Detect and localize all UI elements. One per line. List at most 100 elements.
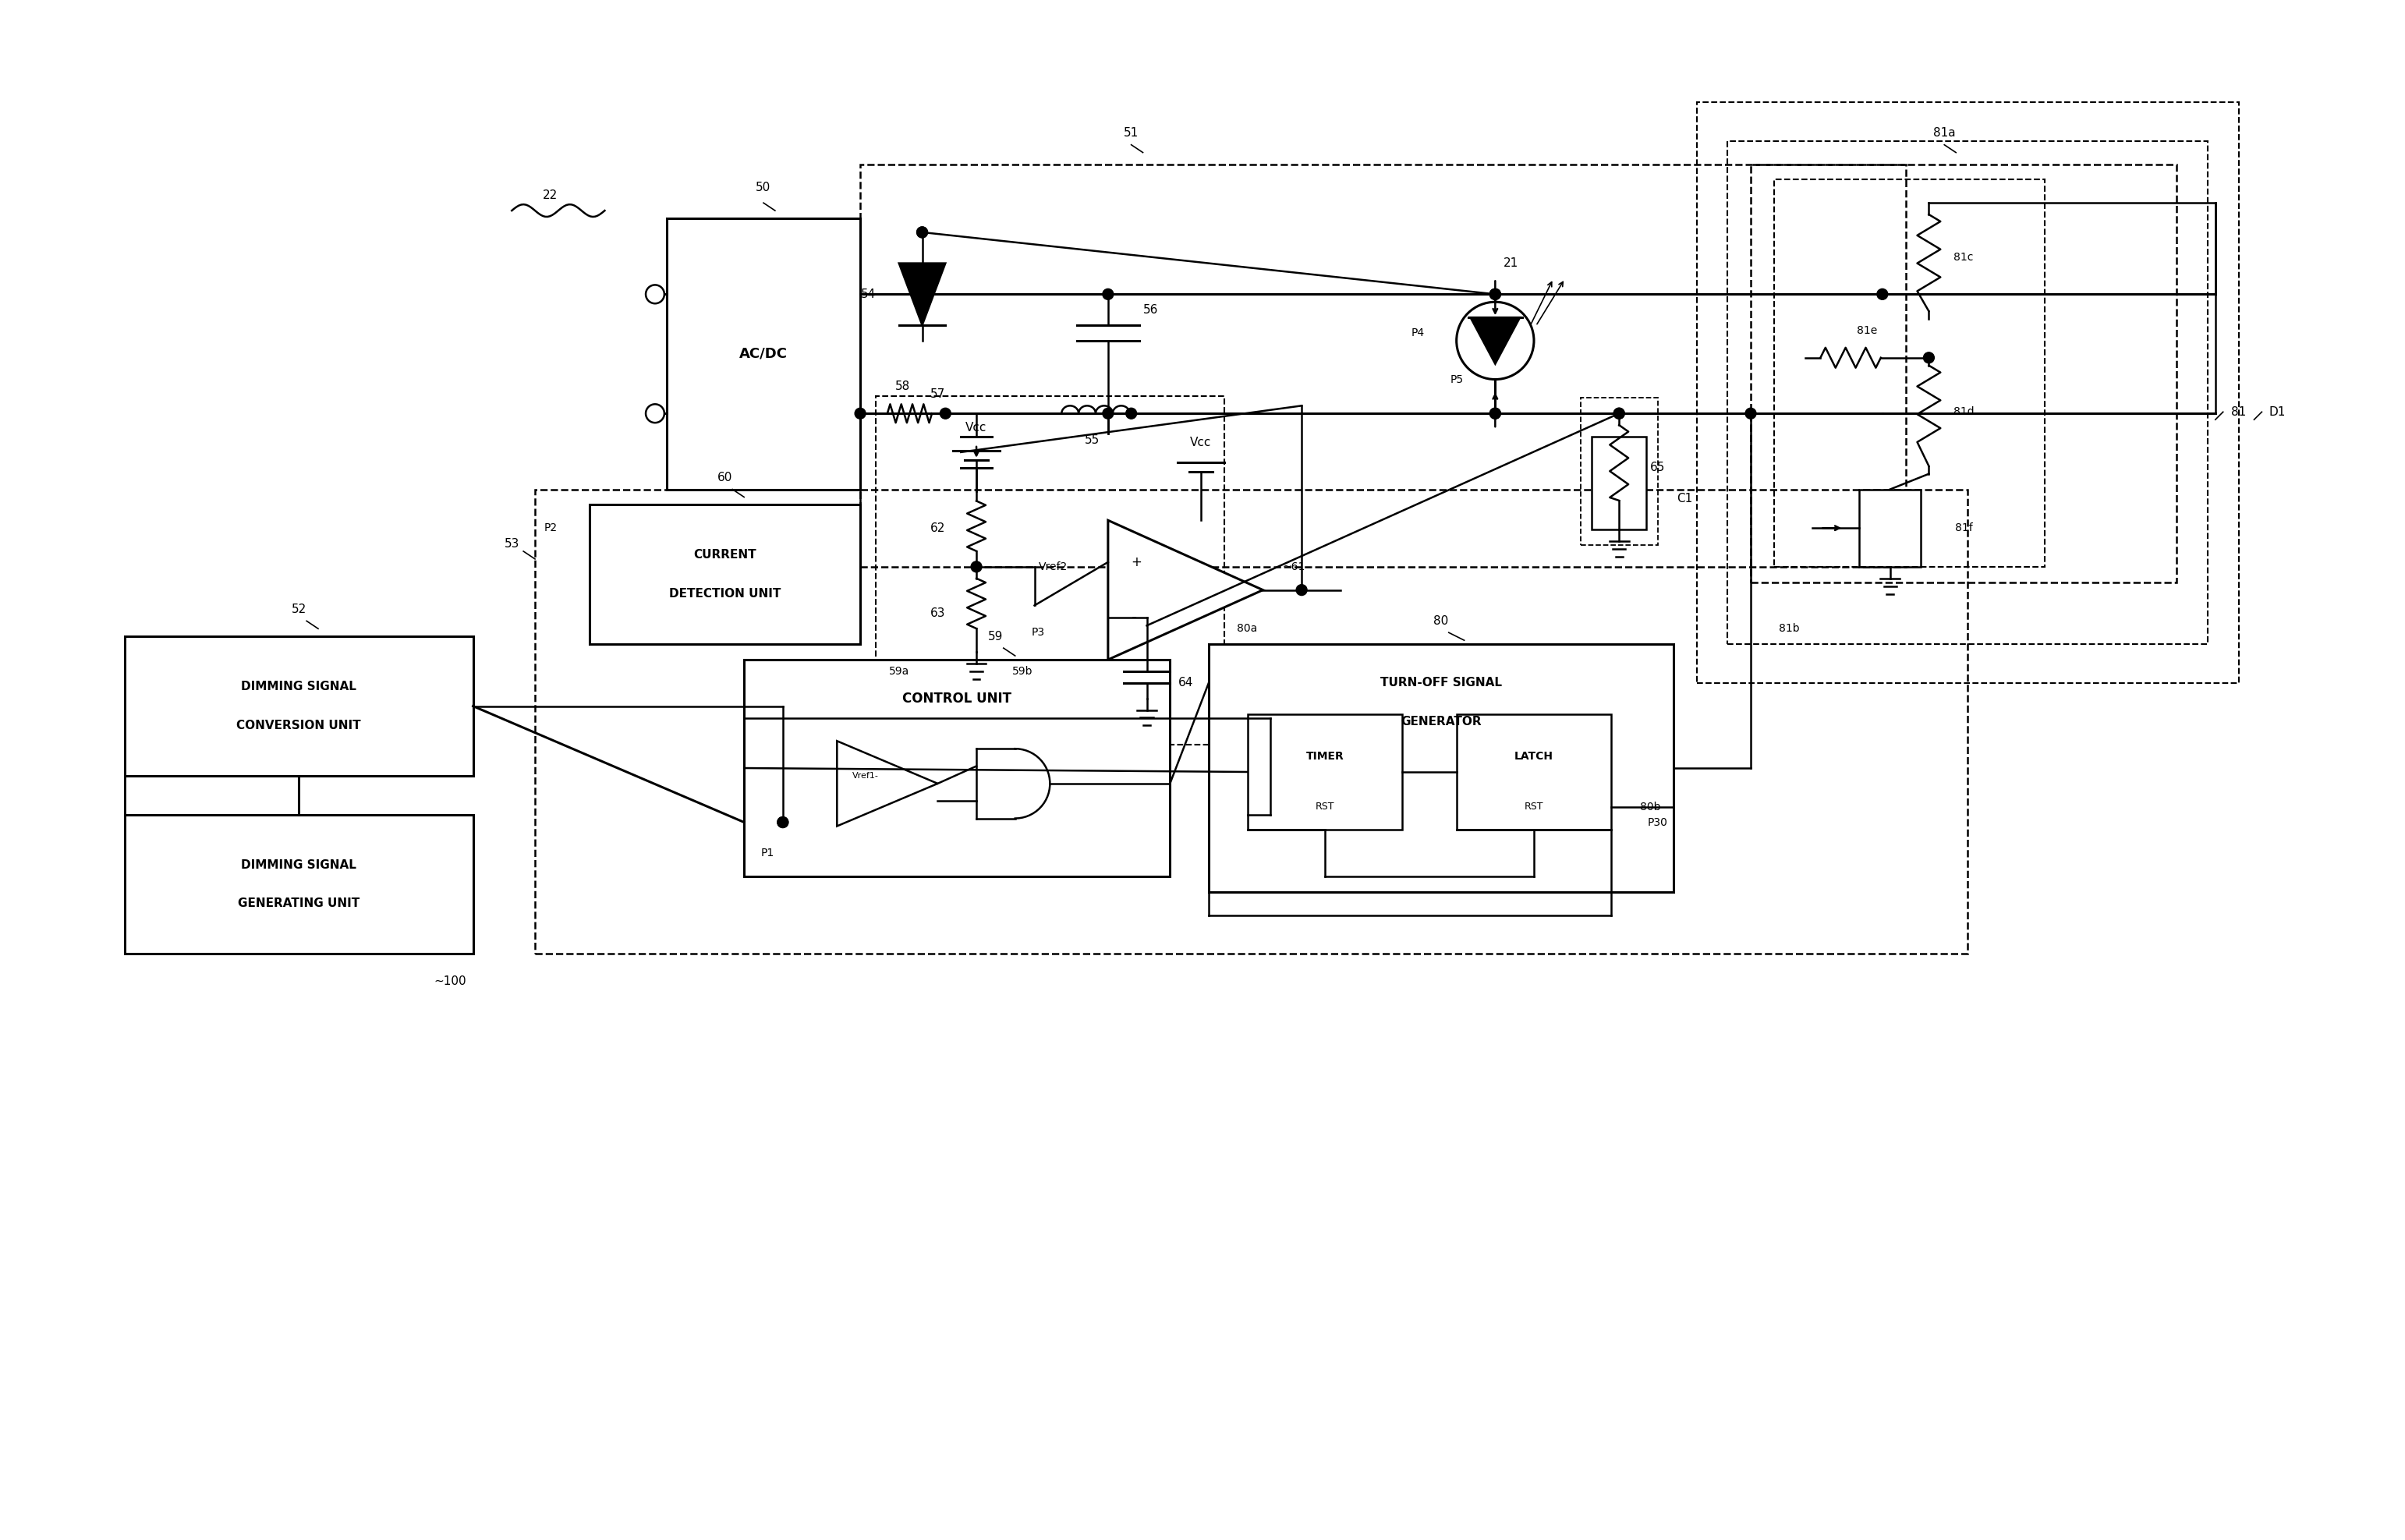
Text: 64: 64 <box>1178 678 1193 688</box>
Circle shape <box>1296 585 1306 596</box>
Text: CURRENT: CURRENT <box>693 550 755 561</box>
Text: P4: P4 <box>1412 328 1424 339</box>
Text: 55: 55 <box>1085 434 1099 447</box>
Text: 56: 56 <box>1142 303 1159 316</box>
Bar <box>743 659 1169 876</box>
Text: 81c: 81c <box>1953 251 1975 262</box>
Text: 60: 60 <box>717 471 731 484</box>
Circle shape <box>1489 408 1501 419</box>
Text: 50: 50 <box>755 182 772 192</box>
Text: 22: 22 <box>544 189 558 200</box>
Bar <box>125 636 474 776</box>
Text: P2: P2 <box>544 522 558 533</box>
Polygon shape <box>837 741 938 825</box>
Circle shape <box>1101 290 1114 300</box>
Text: P5: P5 <box>1450 374 1462 385</box>
Bar <box>1727 142 2208 644</box>
Text: 59b: 59b <box>1013 665 1034 676</box>
Text: 59: 59 <box>988 630 1003 642</box>
Text: 81: 81 <box>2232 407 2246 417</box>
Text: AC/DC: AC/DC <box>738 346 786 360</box>
Circle shape <box>1614 408 1623 419</box>
Text: P3: P3 <box>1032 627 1046 638</box>
Bar <box>666 219 861 490</box>
Bar <box>1859 490 1922 567</box>
Text: DIMMING SIGNAL: DIMMING SIGNAL <box>241 681 356 693</box>
Bar <box>1751 165 2177 582</box>
Text: +: + <box>1130 554 1142 570</box>
Circle shape <box>1489 408 1501 419</box>
Text: -: - <box>1130 610 1138 625</box>
Bar <box>125 815 474 953</box>
Circle shape <box>916 226 928 237</box>
Text: 81d: 81d <box>1953 407 1975 417</box>
Bar <box>1457 715 1611 830</box>
Text: 81a: 81a <box>1934 128 1955 139</box>
Text: ~100: ~100 <box>433 975 467 987</box>
Text: 65: 65 <box>1650 462 1664 473</box>
Text: 81e: 81e <box>1857 325 1878 336</box>
Circle shape <box>1876 290 1888 300</box>
Text: DIMMING SIGNAL: DIMMING SIGNAL <box>241 859 356 870</box>
Text: 57: 57 <box>931 388 945 400</box>
Text: 58: 58 <box>895 380 911 393</box>
Circle shape <box>777 816 789 827</box>
Text: 62: 62 <box>931 522 945 534</box>
Text: 21: 21 <box>1503 257 1518 270</box>
Bar <box>534 490 1967 953</box>
Bar <box>1248 715 1402 830</box>
Circle shape <box>1101 408 1114 419</box>
Text: CONVERSION UNIT: CONVERSION UNIT <box>236 719 361 732</box>
Text: 81f: 81f <box>1955 522 1972 533</box>
Text: 51: 51 <box>1123 128 1138 139</box>
Circle shape <box>1746 408 1756 419</box>
Text: Vref2: Vref2 <box>1039 561 1068 573</box>
Text: LATCH: LATCH <box>1515 752 1554 762</box>
Text: P30: P30 <box>1647 816 1669 827</box>
Circle shape <box>1614 408 1623 419</box>
Text: D1: D1 <box>2268 407 2285 417</box>
Text: Vcc: Vcc <box>967 422 986 433</box>
Circle shape <box>1126 408 1138 419</box>
Text: C1: C1 <box>1676 493 1693 505</box>
Circle shape <box>854 408 866 419</box>
Circle shape <box>1489 290 1501 300</box>
Circle shape <box>972 562 981 573</box>
Text: P1: P1 <box>760 849 774 859</box>
Text: 63: 63 <box>931 607 945 619</box>
Bar <box>589 505 861 644</box>
Text: DETECTION UNIT: DETECTION UNIT <box>669 588 782 599</box>
Bar <box>875 396 1224 745</box>
Polygon shape <box>899 263 945 325</box>
Text: ~61: ~61 <box>1282 561 1306 573</box>
Bar <box>1210 644 1674 892</box>
Text: RST: RST <box>1525 802 1544 812</box>
Text: 52: 52 <box>291 604 305 614</box>
Polygon shape <box>1109 521 1263 659</box>
Text: 54: 54 <box>861 288 875 300</box>
Circle shape <box>916 226 928 237</box>
Bar <box>1775 180 2044 567</box>
Bar <box>1696 102 2239 682</box>
Circle shape <box>777 816 789 827</box>
Circle shape <box>1489 290 1501 300</box>
Circle shape <box>1924 353 1934 363</box>
Text: RST: RST <box>1316 802 1335 812</box>
Text: 80b: 80b <box>1640 801 1659 812</box>
Bar <box>1592 437 1645 530</box>
Text: 80a: 80a <box>1236 624 1258 634</box>
Bar <box>861 165 1905 567</box>
Polygon shape <box>1469 317 1520 363</box>
Text: 53: 53 <box>505 537 519 550</box>
Text: TURN-OFF SIGNAL: TURN-OFF SIGNAL <box>1380 678 1501 688</box>
Text: 80: 80 <box>1433 614 1448 627</box>
Bar <box>1580 397 1657 545</box>
Text: GENERATOR: GENERATOR <box>1400 716 1481 727</box>
Text: 81b: 81b <box>1780 624 1799 634</box>
Circle shape <box>940 408 950 419</box>
Text: Vcc: Vcc <box>1190 437 1212 448</box>
Text: 59a: 59a <box>890 665 909 676</box>
Circle shape <box>1489 290 1501 300</box>
Text: CONTROL UNIT: CONTROL UNIT <box>902 691 1013 705</box>
Text: Vref1-: Vref1- <box>851 772 878 779</box>
